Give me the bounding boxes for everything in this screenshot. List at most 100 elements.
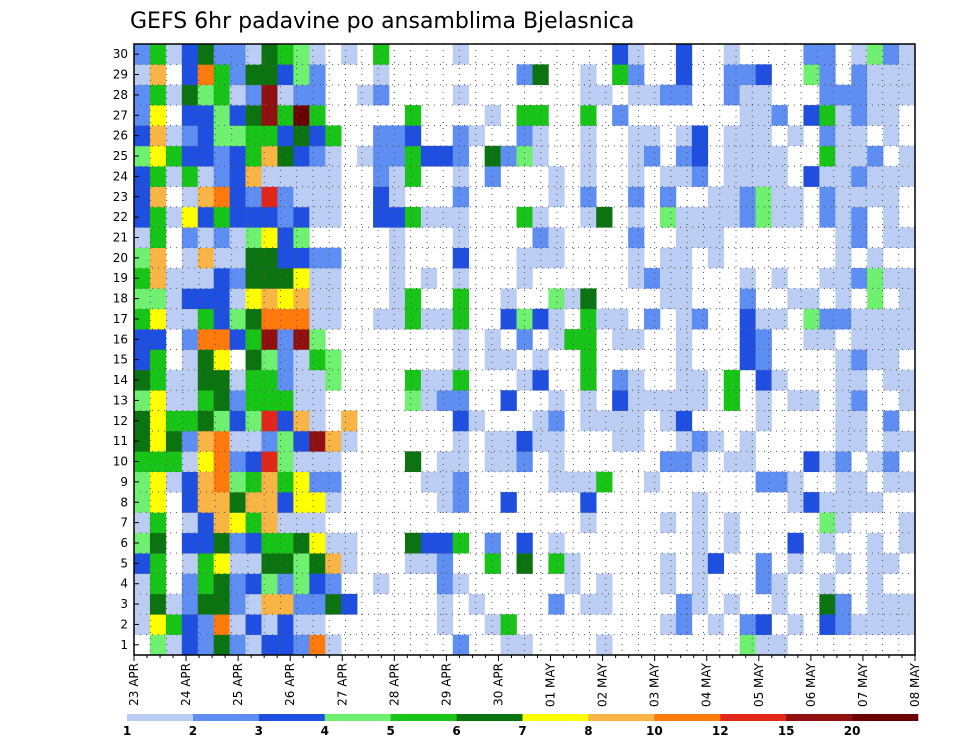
heatmap-cell	[707, 553, 725, 574]
y-tick-label: 19	[113, 271, 128, 285]
heatmap-cell	[213, 206, 230, 228]
heatmap-cell	[197, 166, 214, 187]
heatmap-cell	[277, 573, 294, 595]
heatmap-cell	[739, 125, 756, 147]
x-tick-label: 04 MAY	[700, 662, 714, 707]
heatmap-cell	[596, 593, 613, 615]
heatmap-cell	[325, 308, 342, 330]
heatmap-cell	[452, 492, 470, 513]
heatmap-cell	[229, 573, 246, 595]
heatmap-cell	[245, 44, 262, 65]
heatmap-cell	[293, 451, 310, 472]
heatmap-cell	[452, 125, 470, 147]
heatmap-cell	[245, 430, 262, 452]
heatmap-cell	[851, 410, 868, 432]
heatmap-cell	[149, 492, 167, 513]
heatmap-cell	[548, 430, 565, 452]
heatmap-cell	[197, 84, 214, 106]
heatmap-cell	[229, 247, 246, 269]
x-tick-label: 06 MAY	[804, 662, 818, 707]
heatmap-cell	[277, 206, 294, 228]
heatmap-cell	[548, 247, 565, 269]
heatmap-cell	[548, 451, 565, 472]
heatmap-cell	[580, 288, 597, 310]
heatmap-cell	[771, 471, 788, 493]
heatmap-cell	[851, 186, 868, 208]
heatmap-cell	[261, 349, 278, 371]
heatmap-cell	[771, 166, 788, 187]
heatmap-cell	[325, 593, 342, 615]
heatmap-cell	[500, 390, 517, 411]
heatmap-cell	[293, 268, 310, 289]
heatmap-cell	[293, 206, 310, 228]
heatmap-cell	[261, 166, 278, 187]
heatmap-cell	[899, 227, 916, 248]
heatmap-cell	[532, 145, 549, 167]
heatmap-cell	[452, 369, 470, 391]
heatmap-cell	[420, 145, 438, 167]
colorbar-label: 5	[386, 724, 394, 738]
heatmap-cell	[468, 125, 485, 147]
heatmap-cell	[675, 84, 693, 106]
heatmap-cell	[309, 553, 326, 574]
heatmap-cell	[548, 471, 565, 493]
heatmap-cell	[659, 451, 677, 472]
heatmap-cell	[404, 105, 422, 126]
heatmap-cell	[293, 390, 310, 411]
heatmap-cell	[134, 329, 151, 350]
heatmap-cell	[867, 105, 884, 126]
heatmap-cell	[835, 268, 852, 289]
heatmap-cell	[309, 410, 326, 432]
heatmap-cell	[165, 44, 183, 65]
heatmap-cell	[835, 471, 852, 493]
heatmap-cell	[277, 84, 294, 106]
heatmap-cell	[691, 532, 709, 554]
heatmap-cell	[819, 492, 836, 513]
heatmap-cell	[707, 186, 725, 208]
heatmap-cell	[899, 84, 916, 106]
heatmap-cell	[245, 308, 262, 330]
heatmap-cell	[867, 553, 884, 574]
heatmap-cell	[835, 186, 852, 208]
heatmap-cell	[899, 329, 916, 350]
heatmap-cell	[213, 105, 230, 126]
heatmap-cell	[181, 410, 199, 432]
heatmap-cell	[309, 573, 326, 595]
heatmap-cell	[628, 145, 645, 167]
heatmap-cell	[580, 105, 597, 126]
heatmap-cell	[484, 105, 501, 126]
colorbar-label: 2	[189, 724, 197, 738]
heatmap-cell	[277, 390, 294, 411]
heatmap-cell	[532, 125, 549, 147]
heatmap-cell	[867, 186, 884, 208]
heatmap-cell	[771, 634, 788, 656]
heatmap-cell	[771, 186, 788, 208]
heatmap-cell	[197, 614, 214, 635]
heatmap-cell	[134, 512, 151, 534]
colorbar-label: 4	[321, 724, 329, 738]
colorbar-swatch	[522, 714, 589, 721]
heatmap-cell	[373, 186, 390, 208]
heatmap-cell	[134, 268, 151, 289]
heatmap-cell	[739, 64, 756, 86]
heatmap-cell	[213, 593, 230, 615]
heatmap-cell	[149, 512, 167, 534]
heatmap-cell	[181, 573, 199, 595]
heatmap-cell	[436, 532, 454, 554]
heatmap-cell	[277, 145, 294, 167]
heatmap-cell	[229, 64, 246, 86]
heatmap-cell	[293, 84, 310, 106]
heatmap-cell	[261, 593, 278, 615]
heatmap-cell	[149, 268, 167, 289]
heatmap-cell	[181, 206, 199, 228]
heatmap-cell	[819, 84, 836, 106]
y-tick-label: 2	[120, 617, 128, 631]
heatmap-cell	[755, 64, 772, 86]
heatmap-cell	[341, 430, 358, 452]
heatmap-cell	[739, 166, 756, 187]
heatmap-cell	[596, 84, 613, 106]
x-tick-label: 24 APR	[179, 663, 193, 706]
heatmap-cell	[165, 288, 183, 310]
heatmap-cell	[149, 288, 167, 310]
heatmap-cell	[181, 512, 199, 534]
